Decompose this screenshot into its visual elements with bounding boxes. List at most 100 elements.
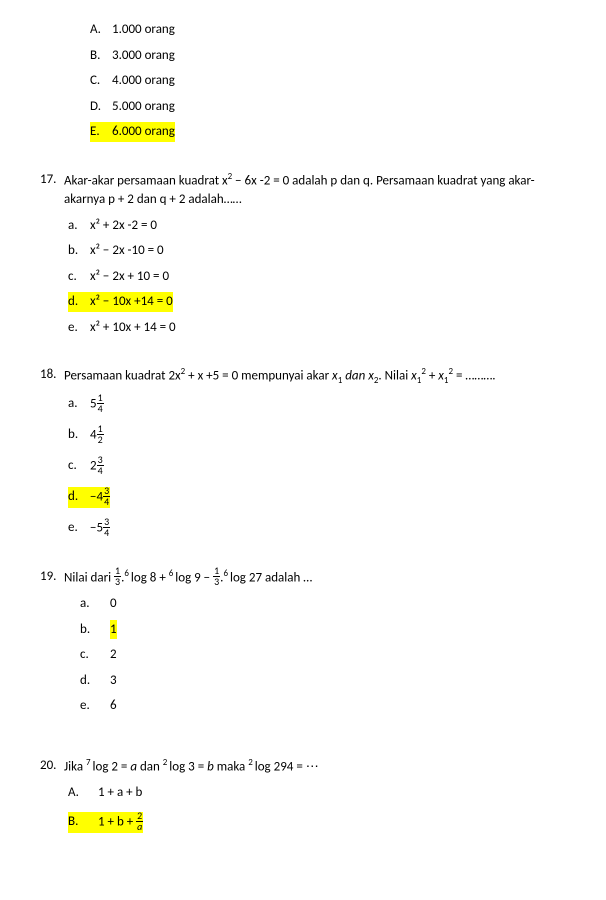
q20-option-a: A. 1 + a + b	[68, 783, 566, 803]
question-20: 20. Jika 7 log 2 = a dan 2 log 3 = b mak…	[40, 756, 566, 833]
q16-option-b: B. 3.000 orang	[90, 46, 566, 66]
option-text: 6	[110, 696, 117, 716]
q16-option-e: E. 6.000 orang	[90, 122, 566, 142]
question-text: Jika 7 log 2 = a dan 2 log 3 = b maka 2 …	[64, 756, 566, 777]
int-part: −5	[90, 520, 103, 535]
question-18: 18. Persamaan kuadrat 2x2 + x +5 = 0 mem…	[40, 365, 566, 538]
option-text: 1	[110, 620, 117, 640]
option-letter: A.	[90, 20, 112, 40]
int-part: 4	[90, 427, 97, 442]
option-letter: E.	[90, 122, 112, 142]
denominator: 4	[103, 528, 110, 538]
option-text: x² + 2x -2 = 0	[90, 216, 157, 236]
denominator: 4	[97, 404, 104, 414]
option-text: 6.000 orang	[112, 122, 175, 142]
q19-option-c: c. 2	[80, 645, 566, 665]
q20-text-b: log 2 =	[90, 759, 131, 774]
q20-text-e: maka	[214, 759, 248, 774]
denominator: 3	[114, 577, 121, 587]
fraction: 34	[103, 486, 110, 507]
option-text: 5.000 orang	[112, 97, 175, 117]
option-letter: b.	[68, 241, 90, 261]
q17-option-c: c. x² − 2x + 10 = 0	[68, 267, 566, 287]
fraction: 2a	[136, 811, 143, 832]
q16-option-c: C. 4.000 orang	[90, 71, 566, 91]
question-number: 19.	[40, 567, 64, 589]
option-letter: e.	[68, 518, 90, 539]
math-var: b	[207, 759, 214, 774]
denominator: 4	[103, 497, 110, 507]
fraction: 34	[97, 455, 104, 476]
q17-text-pre: Akar-akar persamaan kuadrat x	[64, 173, 228, 188]
option-letter: e.	[68, 318, 90, 338]
option-text: 412	[90, 425, 104, 446]
q18-option-e: e. −534	[68, 518, 566, 539]
q20-head: 20. Jika 7 log 2 = a dan 2 log 3 = b mak…	[40, 756, 566, 777]
fraction: 13	[213, 566, 220, 587]
option-letter: c.	[68, 456, 90, 477]
q18-text-mid: + x +5 = 0 mempunyai akar	[185, 369, 332, 384]
fraction: 34	[103, 517, 110, 538]
denominator: 2	[97, 435, 104, 445]
q20-text-c: dan	[137, 759, 163, 774]
question-19: 19. Nilai dari 13.6 log 8 + 6 log 9 − 13…	[40, 567, 566, 716]
question-number: 18.	[40, 365, 64, 387]
q20b-pre: 1 + b +	[98, 815, 136, 830]
option-text: x² − 2x + 10 = 0	[90, 267, 169, 287]
q16-option-a: A. 1.000 orang	[90, 20, 566, 40]
q18-text-mid2: . Nilai	[378, 369, 411, 384]
q18-option-b: b. 412	[68, 425, 566, 446]
int-part: −4	[90, 489, 103, 504]
q16-options: A. 1.000 orang B. 3.000 orang C. 4.000 o…	[90, 20, 566, 142]
q17-option-b: b. x² − 2x -10 = 0	[68, 241, 566, 261]
q19-text3: log 9 −	[172, 570, 213, 585]
option-letter: D.	[90, 97, 112, 117]
option-letter: B.	[68, 812, 98, 833]
q19-option-a: a. 0	[80, 594, 566, 614]
q17-option-d: d. x² − 10x +14 = 0	[68, 292, 566, 312]
q18-head: 18. Persamaan kuadrat 2x2 + x +5 = 0 mem…	[40, 365, 566, 387]
option-letter: a.	[80, 594, 110, 614]
fraction: 12	[97, 424, 104, 445]
question-text: Nilai dari 13.6 log 8 + 6 log 9 − 13.6 l…	[64, 567, 566, 589]
q19-head: 19. Nilai dari 13.6 log 8 + 6 log 9 − 13…	[40, 567, 566, 589]
int-part: 5	[90, 396, 97, 411]
question-text: Akar-akar persamaan kuadrat x2 − 6x -2 =…	[64, 170, 566, 210]
fraction: 14	[97, 393, 104, 414]
question-number: 17.	[40, 170, 64, 210]
option-text: 234	[90, 456, 104, 477]
option-letter: d.	[68, 487, 90, 508]
math-var: a	[130, 759, 137, 774]
option-letter: e.	[80, 696, 110, 716]
int-part: 2	[90, 458, 97, 473]
option-letter: c.	[68, 267, 90, 287]
q17-option-a: a. x² + 2x -2 = 0	[68, 216, 566, 236]
option-text: 514	[90, 394, 104, 415]
denominator: 4	[97, 466, 104, 476]
option-letter: A.	[68, 783, 98, 803]
question-17: 17. Akar-akar persamaan kuadrat x2 − 6x …	[40, 170, 566, 338]
question-text: Persamaan kuadrat 2x2 + x +5 = 0 mempuny…	[64, 365, 566, 387]
option-letter: b.	[80, 620, 110, 640]
denominator: a	[136, 822, 143, 832]
q20-text-f: log 294 = ⋯	[252, 759, 319, 774]
superscript: 2	[421, 366, 426, 377]
option-letter: d.	[68, 292, 90, 312]
q20-option-b: B. 1 + b + 2a	[68, 812, 566, 833]
option-letter: a.	[68, 394, 90, 415]
q17-head: 17. Akar-akar persamaan kuadrat x2 − 6x …	[40, 170, 566, 210]
option-letter: b.	[68, 425, 90, 446]
q17-options: a. x² + 2x -2 = 0 b. x² − 2x -10 = 0 c. …	[68, 216, 566, 338]
question-number: 20.	[40, 756, 64, 777]
option-letter: a.	[68, 216, 90, 236]
option-letter: B.	[90, 46, 112, 66]
q18-text-end: = ……….	[453, 369, 496, 384]
option-text: 4.000 orang	[112, 71, 175, 91]
q20-text-d: log 3 =	[166, 759, 207, 774]
option-text: 3.000 orang	[112, 46, 175, 66]
option-text: 3	[110, 671, 117, 691]
q19-text1: Nilai dari	[64, 570, 114, 585]
option-letter: c.	[80, 645, 110, 665]
q19-option-d: d. 3	[80, 671, 566, 691]
q19-options: a. 0 b. 1 c. 2 d. 3 e. 6	[80, 594, 566, 716]
